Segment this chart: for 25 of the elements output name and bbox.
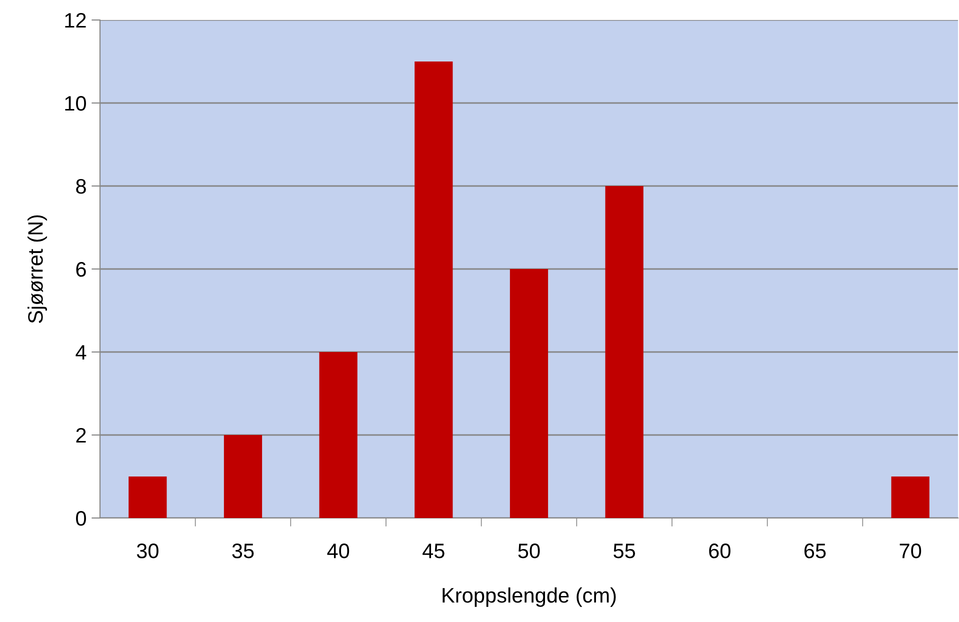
x-axis-title: Kroppslengde (cm) bbox=[442, 587, 616, 607]
y-tick-label: 4 bbox=[76, 345, 86, 360]
bar bbox=[224, 435, 262, 518]
x-tick-label: 30 bbox=[136, 544, 158, 558]
y-tick-label: 2 bbox=[76, 428, 86, 443]
x-tick-label: 70 bbox=[900, 544, 922, 558]
bar bbox=[510, 269, 548, 518]
y-tick-label: 12 bbox=[65, 13, 86, 28]
bar bbox=[128, 476, 167, 518]
y-tick-label: 6 bbox=[76, 262, 86, 277]
y-tick-label: 0 bbox=[76, 511, 86, 526]
bar bbox=[891, 476, 930, 518]
y-tick-label: 10 bbox=[65, 96, 86, 111]
y-axis-title: Sjøørret (N) bbox=[28, 215, 47, 324]
bar bbox=[319, 352, 358, 518]
x-tick-label: 60 bbox=[709, 544, 730, 558]
x-tick-label: 65 bbox=[804, 544, 826, 558]
x-tick-label: 50 bbox=[518, 544, 540, 558]
x-tick-label: 35 bbox=[232, 544, 254, 558]
bar bbox=[605, 186, 644, 518]
y-tick-label: 8 bbox=[76, 179, 86, 194]
x-tick-label: 40 bbox=[327, 544, 350, 558]
x-tick-label: 55 bbox=[614, 544, 636, 558]
bar bbox=[414, 62, 453, 518]
x-tick-label: 45 bbox=[422, 544, 444, 558]
